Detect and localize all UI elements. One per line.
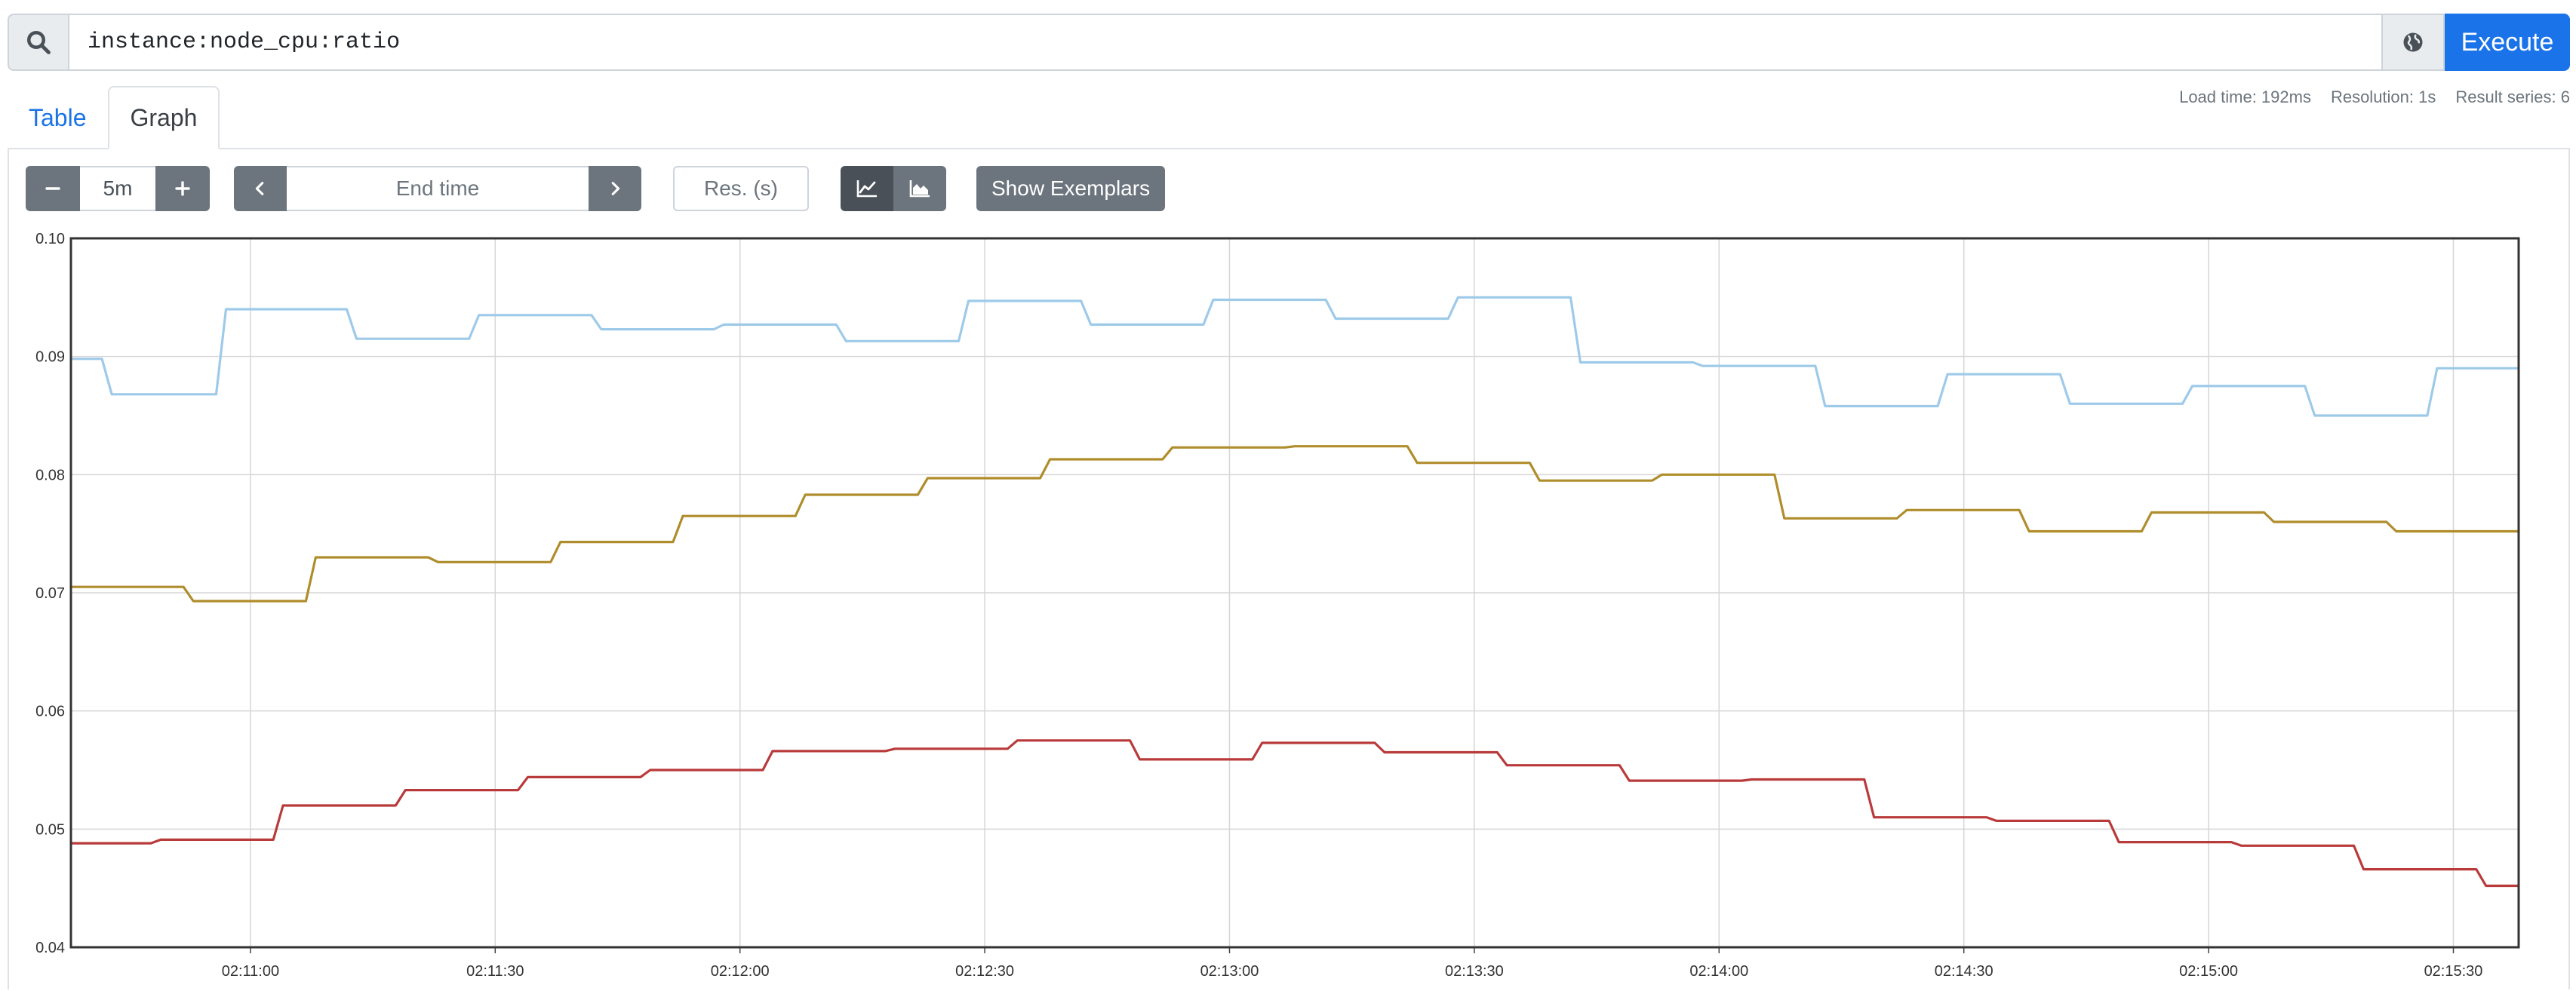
series-line-1	[71, 296, 2519, 417]
range-input[interactable]: 5m	[80, 166, 155, 211]
time-back-button[interactable]	[234, 166, 287, 211]
y-tick-label: 0.07	[35, 585, 65, 602]
y-tick-label: 0.06	[35, 704, 65, 720]
x-tick-label: 02:14:30	[1935, 963, 1993, 980]
result-series: Result series: 6	[2455, 87, 2570, 106]
series-line-2	[71, 445, 2519, 603]
time-forward-button[interactable]	[589, 166, 641, 211]
line-mode-button[interactable]	[841, 166, 893, 211]
chart-mode-toggle	[841, 166, 946, 211]
search-button[interactable]	[8, 14, 69, 71]
plus-icon	[175, 181, 190, 196]
x-tick-label: 02:15:00	[2179, 963, 2238, 980]
x-tick-label: 02:14:00	[1689, 963, 1748, 980]
chevron-left-icon	[255, 182, 264, 195]
x-tick-label: 02:13:30	[1445, 963, 1504, 980]
time-series-chart: 0.04 0.05 0.06 0.07 0.08 0.09 0.10 02:11:00 02:1…	[35, 231, 2520, 980]
end-time-input[interactable]: End time	[287, 166, 589, 211]
x-tick-label: 02:11:00	[222, 963, 279, 980]
y-tick-label: 0.05	[35, 821, 65, 838]
range-control: 5m	[26, 166, 210, 211]
end-time-control: End time	[234, 166, 641, 211]
globe-icon	[2403, 32, 2423, 52]
y-tick-label: 0.04	[35, 940, 65, 956]
range-increase-button[interactable]	[155, 166, 210, 211]
y-tick-label: 0.08	[35, 467, 65, 483]
resolution-input[interactable]: Res. (s)	[673, 166, 809, 211]
plot-frame	[69, 237, 2520, 949]
x-tick-label: 02:12:30	[955, 963, 1014, 980]
line-chart-icon	[856, 180, 877, 198]
minus-icon	[45, 187, 60, 190]
tab-graph[interactable]: Graph	[107, 86, 220, 149]
query-stats: Load time: 192ms Resolution: 1s Result s…	[2179, 87, 2570, 107]
x-tick-label: 02:13:00	[1200, 963, 1259, 980]
graph-controls: 5m End time Res. (s)	[26, 166, 1166, 211]
y-tick-label: 0.09	[35, 349, 65, 366]
area-chart-icon	[909, 180, 930, 198]
search-icon	[27, 31, 51, 54]
execute-button[interactable]: Execute	[2445, 14, 2570, 71]
range-decrease-button[interactable]	[26, 166, 80, 211]
y-tick-label: 0.10	[35, 231, 65, 247]
x-tick-label: 02:11:30	[466, 963, 524, 980]
stacked-mode-button[interactable]	[893, 166, 946, 211]
x-tick-label: 02:12:00	[711, 963, 770, 980]
resolution: Resolution: 1s	[2330, 87, 2436, 106]
series-line-3	[71, 739, 2519, 888]
query-bar: instance:node_cpu:ratio Execute	[8, 14, 2570, 71]
graph-panel: 5m End time Res. (s)	[8, 148, 2570, 989]
x-tick-label: 02:15:30	[2424, 963, 2483, 980]
expression-text: instance:node_cpu:ratio	[88, 29, 401, 55]
show-exemplars-button[interactable]: Show Exemplars	[976, 166, 1166, 211]
chevron-right-icon	[611, 182, 620, 195]
expression-input[interactable]: instance:node_cpu:ratio	[69, 14, 2381, 71]
tab-table[interactable]: Table	[29, 103, 87, 131]
metrics-explorer-button[interactable]	[2381, 14, 2445, 71]
load-time: Load time: 192ms	[2179, 87, 2311, 106]
view-tabs: Table Graph	[8, 86, 220, 149]
